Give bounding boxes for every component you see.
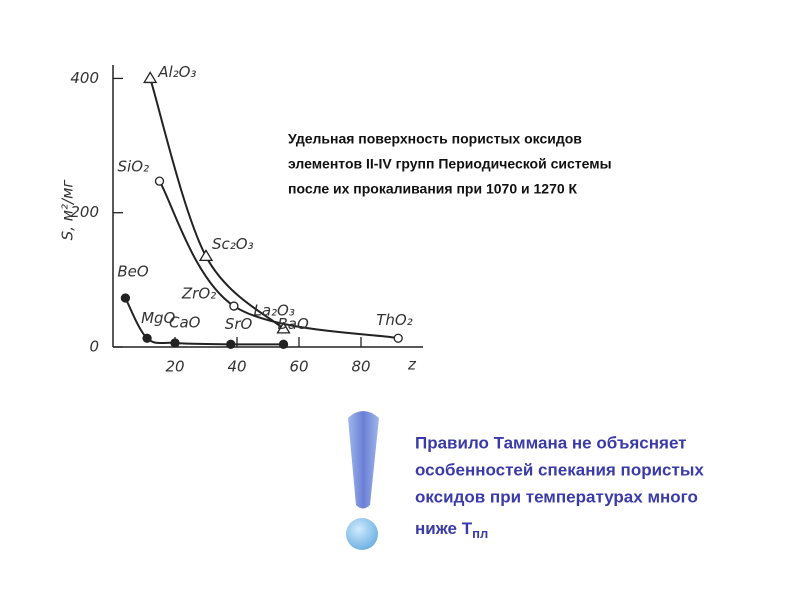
marker — [226, 339, 236, 349]
point-label: ZrO₂ — [181, 285, 216, 303]
x-axis-label: z — [407, 356, 417, 374]
point-label: BaO — [278, 315, 309, 333]
marker — [276, 321, 291, 334]
marker — [142, 333, 152, 343]
note-line: Правило Таммана не объясняет — [415, 433, 687, 452]
point-label: La₂O₃ — [254, 301, 295, 319]
exclamation-bar — [348, 411, 379, 509]
note-subscript: пл — [472, 526, 488, 541]
note-text: ниже Т — [415, 519, 473, 538]
caption-line: элементов II-IV групп Периодической сист… — [288, 156, 612, 172]
point-label: SrO — [225, 315, 253, 333]
exclamation-dot — [346, 518, 378, 550]
y-tick-label: 200 — [70, 203, 99, 221]
marker — [229, 301, 239, 311]
y-axis-label: S, м²/мг — [59, 180, 77, 241]
note-line: ниже Тпл — [415, 519, 488, 541]
point-label: Al₂O₃ — [157, 63, 196, 81]
x-tick-label: 40 — [227, 358, 246, 376]
marker — [154, 176, 165, 186]
point-label: CaO — [169, 313, 201, 331]
point-label: ThO₂ — [376, 311, 413, 329]
marker — [393, 333, 403, 343]
x-tick-label: 20 — [165, 358, 184, 376]
note-line: особенностей спекания пористых — [415, 460, 704, 479]
caption-line: после их прокаливания при 1070 и 1270 К — [288, 181, 578, 197]
note-line: оксидов при температурах много — [415, 487, 698, 506]
marker — [278, 339, 289, 349]
x-tick-label: 60 — [289, 358, 308, 376]
marker — [143, 71, 158, 84]
point-label: BeO — [117, 262, 149, 280]
y-tick-label: 0 — [89, 338, 99, 356]
caption-line: Удельная поверхность пористых оксидов — [288, 131, 582, 147]
point-label: Sc₂O₃ — [212, 235, 254, 253]
point-label: MgO — [141, 309, 175, 327]
x-tick-label: 80 — [351, 358, 370, 376]
point-label: SiO₂ — [118, 158, 150, 176]
marker — [170, 338, 180, 348]
y-tick-label: 400 — [70, 69, 99, 87]
marker — [120, 293, 131, 303]
curve — [149, 78, 285, 330]
marker — [198, 249, 214, 262]
